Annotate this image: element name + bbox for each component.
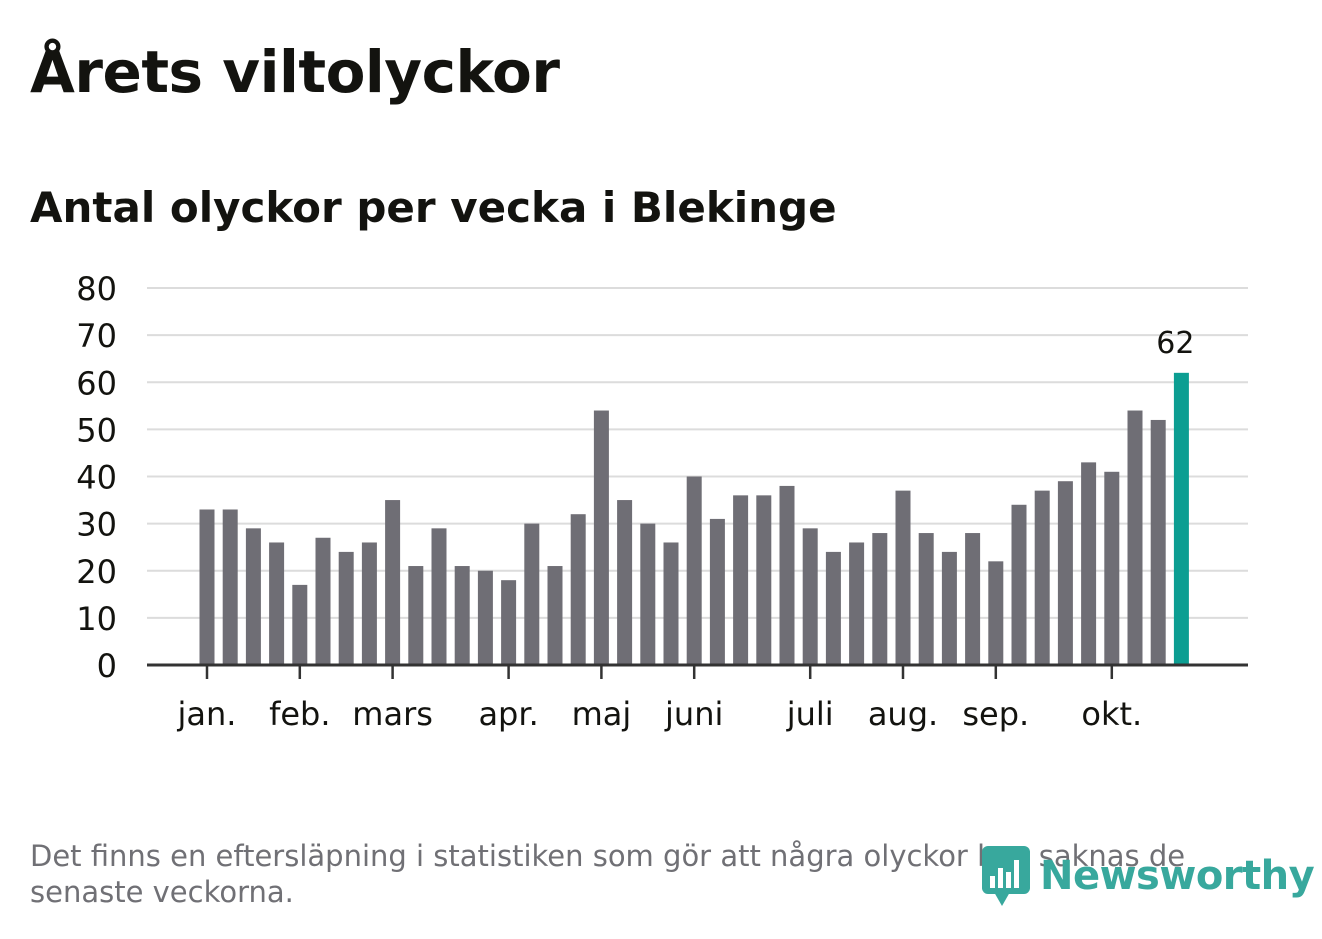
bar <box>570 514 586 665</box>
bar <box>361 542 377 665</box>
y-tick-label: 50 <box>76 411 117 449</box>
y-tick-label: 0 <box>97 647 117 685</box>
x-tick-label: jan. <box>177 695 237 733</box>
data-labels: 62 <box>1156 326 1194 361</box>
bar <box>733 495 749 665</box>
bar <box>849 542 865 665</box>
bar <box>547 566 563 665</box>
x-tick-label: sep. <box>962 695 1029 733</box>
bar <box>756 495 772 665</box>
data-label-highlight: 62 <box>1156 326 1194 361</box>
bar <box>245 528 261 665</box>
bar <box>431 528 447 665</box>
bar <box>802 528 818 665</box>
bar <box>408 566 424 665</box>
bar <box>988 561 1004 665</box>
newsworthy-logo-icon <box>982 846 1030 906</box>
x-tick-label: okt. <box>1081 695 1142 733</box>
chart-title: Årets viltolyckor <box>30 38 560 106</box>
logo-text: Newsworthy <box>1040 853 1315 899</box>
x-tick-label: juli <box>786 695 834 733</box>
y-axis-ticks: 0 10 20 30 40 50 60 70 80 <box>76 270 117 685</box>
bar <box>292 584 308 665</box>
bar <box>199 509 215 665</box>
bar <box>1104 471 1120 665</box>
bar <box>269 542 285 665</box>
bar <box>454 566 470 665</box>
bar <box>315 537 331 665</box>
bar <box>709 518 725 665</box>
bar <box>501 580 517 665</box>
bar <box>663 542 679 665</box>
bar <box>524 523 540 665</box>
x-tick-label: aug. <box>868 695 938 733</box>
x-tick-label: apr. <box>478 695 538 733</box>
bar <box>872 533 888 665</box>
bar-highlight <box>1173 372 1189 665</box>
bar <box>895 490 911 665</box>
y-tick-label: 10 <box>76 600 117 638</box>
bar <box>593 410 609 665</box>
bar <box>477 570 493 665</box>
bar <box>1150 419 1166 665</box>
x-tick-label: mars <box>352 695 433 733</box>
bar <box>965 533 981 665</box>
y-tick-label: 80 <box>76 270 117 308</box>
bar <box>617 500 633 665</box>
bar <box>941 551 957 665</box>
bar <box>918 533 934 665</box>
bar <box>1034 490 1050 665</box>
bar <box>338 551 354 665</box>
y-tick-label: 30 <box>76 506 117 544</box>
bars <box>199 372 1189 665</box>
newsworthy-logo: Newsworthy <box>980 842 1315 910</box>
bar <box>640 523 656 665</box>
bar <box>222 509 238 665</box>
bar <box>1057 481 1073 665</box>
chart-subtitle: Antal olyckor per vecka i Blekinge <box>30 183 837 232</box>
bar <box>825 551 841 665</box>
bar <box>385 500 401 665</box>
y-tick-label: 60 <box>76 364 117 402</box>
bar <box>686 476 702 665</box>
bar <box>779 485 795 665</box>
x-tick-label: juni <box>664 695 723 733</box>
x-axis-ticks: jan. feb. mars apr. maj juni juli aug. sep. okt. <box>177 665 1142 733</box>
bar-chart: 0 10 20 30 40 50 60 70 80 jan. feb. mars apr. maj jun… <box>76 270 1248 733</box>
bar <box>1081 462 1097 665</box>
bar <box>1127 410 1143 665</box>
bar <box>1011 504 1027 665</box>
x-tick-label: maj <box>572 695 632 733</box>
y-tick-label: 40 <box>76 459 117 497</box>
y-tick-label: 70 <box>76 317 117 355</box>
x-tick-label: feb. <box>269 695 330 733</box>
y-tick-label: 20 <box>76 553 117 591</box>
